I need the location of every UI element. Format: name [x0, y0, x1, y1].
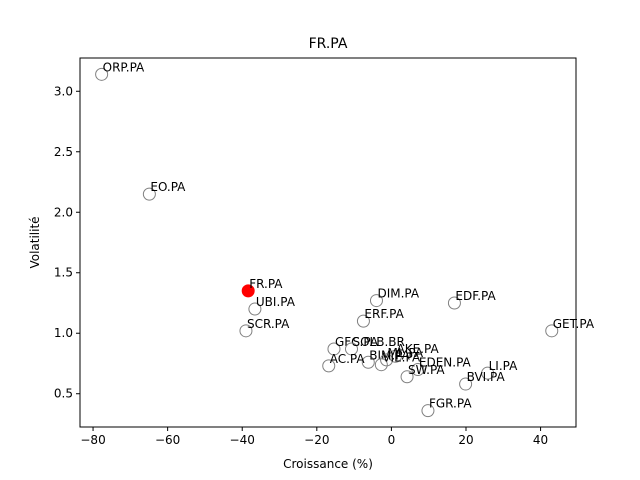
y-axis: 0.5 1.0 1.5 2.0 2.5 3.0 — [54, 84, 80, 401]
x-tick-label: −60 — [155, 433, 180, 447]
scatter-point — [411, 363, 425, 377]
scatter-point — [380, 353, 394, 367]
x-tick-label: −80 — [80, 433, 105, 447]
point-label: GFC.PA — [335, 335, 379, 349]
scatter-point — [248, 302, 262, 316]
highlight-point — [241, 284, 255, 298]
point-label: LI.PA — [489, 359, 519, 373]
chart-title: FR.PA — [309, 36, 348, 52]
scatter-point — [400, 370, 414, 384]
scatter-point — [389, 349, 403, 363]
y-tick-label: 2.5 — [54, 145, 73, 159]
point-label: ORP.PA — [103, 60, 145, 74]
y-tick-label: 0.5 — [54, 387, 73, 401]
scatter-point — [374, 358, 388, 372]
point-label: SCR.PA — [247, 317, 290, 331]
point-label: AKE.PA — [397, 342, 440, 356]
point-label: GET.PA — [553, 317, 595, 331]
point-label: SW.PA — [408, 363, 445, 377]
x-axis-label: Croissance (%) — [283, 457, 373, 471]
point-label: FR.PA — [249, 277, 283, 291]
scatter-point — [421, 404, 435, 418]
point-label: UBI.PA — [256, 295, 296, 309]
plot-area: ORP.PA EO.PA FR.PA UBI.PA SCR.PA DIM.PA EDF.PA… — [95, 60, 595, 418]
point-label: ERF.PA — [364, 307, 404, 321]
scatter-point — [356, 314, 370, 328]
point-label: ML.PA — [388, 346, 424, 360]
point-label: EO.PA — [150, 180, 186, 194]
point-label: EDF.PA — [455, 289, 496, 303]
x-tick-label: −20 — [304, 433, 329, 447]
scatter-point — [327, 342, 341, 356]
scatter-point — [481, 366, 495, 380]
point-label: FGR.PA — [429, 397, 472, 411]
y-tick-label: 1.0 — [54, 326, 73, 340]
scatter-point — [239, 324, 253, 338]
y-tick-label: 1.5 — [54, 266, 73, 280]
x-tick-label: −40 — [230, 433, 255, 447]
scatter-point — [459, 377, 473, 391]
point-label: AC.PA — [330, 352, 366, 366]
scatter-point — [142, 187, 156, 201]
y-tick-label: 3.0 — [54, 84, 73, 98]
scatter-point — [322, 359, 336, 373]
scatter-point — [344, 342, 358, 356]
x-tick-label: 0 — [388, 433, 396, 447]
x-tick-label: 20 — [458, 433, 473, 447]
point-label: DIM.PA — [377, 287, 419, 301]
point-label: EDEN.PA — [419, 356, 472, 370]
scatter-point — [95, 67, 109, 81]
point-label: SOLB.BR — [352, 335, 404, 349]
scatter-point — [447, 296, 461, 310]
point-label: VIE.PA — [382, 351, 421, 365]
x-axis: −80 −60 −40 −20 0 20 40 — [80, 427, 548, 447]
scatter-point — [361, 355, 375, 369]
y-axis-label: Volatilité — [28, 216, 42, 268]
plot-frame — [79, 57, 577, 428]
scatter-point — [545, 324, 559, 338]
scatter-point — [369, 294, 383, 308]
y-tick-label: 2.0 — [54, 205, 73, 219]
point-label: BVI.PA — [467, 370, 506, 384]
x-tick-label: 40 — [533, 433, 548, 447]
